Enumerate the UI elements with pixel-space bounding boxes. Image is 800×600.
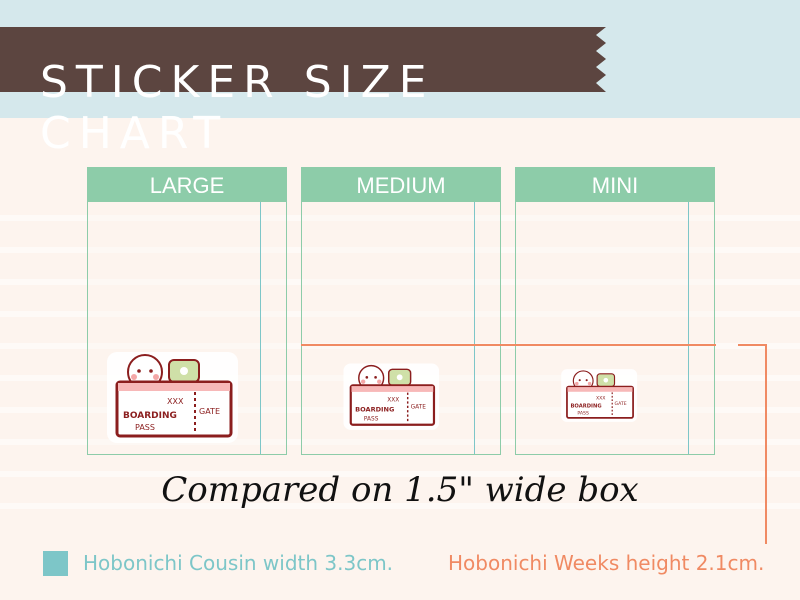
legend-cousin: Hobonichi Cousin width 3.3cm.: [83, 551, 394, 575]
panel-label: MINI: [516, 168, 714, 202]
legend-weeks: Hobonichi Weeks height 2.1cm.: [448, 551, 765, 575]
weeks-height-marker: [765, 344, 767, 544]
ticket-title: BOARDING: [123, 411, 177, 421]
ticket-code: XXX: [387, 397, 399, 403]
luggage-icon: [387, 368, 412, 387]
luggage-icon: [596, 373, 616, 388]
cousin-width-line: [688, 202, 689, 454]
ticket-gate: GATE: [615, 401, 627, 407]
ticket-gate: GATE: [199, 407, 220, 416]
ticket-gate: GATE: [411, 405, 427, 411]
cousin-width-line: [260, 202, 261, 454]
ticket-title: BOARDING: [570, 403, 601, 409]
weeks-height-line: [738, 344, 766, 346]
ticket-title-2: PASS: [577, 410, 589, 416]
luggage-icon: [168, 359, 200, 383]
ticket: [566, 385, 634, 419]
weeks-height-line: [301, 344, 716, 346]
ticket-title: BOARDING: [355, 406, 394, 414]
title-banner: STICKER SIZE CHART: [0, 27, 606, 159]
sticker-medium: XXX BOARDING PASS GATE: [342, 362, 441, 435]
panel-label: MEDIUM: [302, 168, 500, 202]
panel-label: LARGE: [88, 168, 286, 202]
page-title: STICKER SIZE CHART: [40, 57, 435, 159]
caption: Compared on 1.5" wide box: [161, 470, 639, 510]
ticket-title-2: PASS: [135, 423, 155, 432]
ticket-title-2: PASS: [364, 416, 379, 422]
sticker-mini: XXX BOARDING PASS GATE: [560, 368, 638, 427]
bear-icon: [572, 370, 594, 392]
sticker-large: XXX BOARDING PASS GATE: [105, 350, 240, 449]
ticket-code: XXX: [167, 397, 184, 406]
ticket-code: XXX: [596, 395, 606, 401]
ticket: [115, 380, 233, 438]
ticket: [349, 384, 436, 426]
cousin-swatch: [43, 551, 68, 576]
cousin-width-line: [474, 202, 475, 454]
